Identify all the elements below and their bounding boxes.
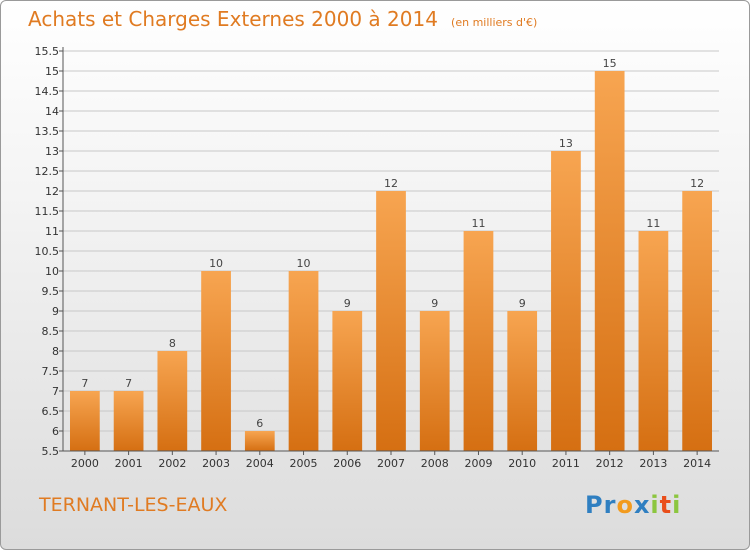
logo-letter: i <box>650 491 660 519</box>
axes <box>59 47 719 455</box>
y-tick-label: 9.5 <box>42 285 60 298</box>
bar-2006 <box>332 311 363 451</box>
logo-letter: i <box>672 491 682 519</box>
chart-title: Achats et Charges Externes 2000 à 2014 (… <box>28 7 537 31</box>
x-tick-label: 2008 <box>421 457 449 470</box>
y-tick-label: 6.5 <box>42 405 60 418</box>
data-label: 12 <box>384 177 398 190</box>
x-tick-label: 2003 <box>202 457 230 470</box>
bar-2003 <box>201 271 231 451</box>
logo-letter: r <box>603 491 617 519</box>
data-label: 10 <box>297 257 311 270</box>
y-tick-label: 14 <box>45 105 59 118</box>
y-tick-label: 15 <box>45 65 59 78</box>
y-tick-label: 7.5 <box>42 365 60 378</box>
bar-2012 <box>594 71 625 451</box>
data-label: 7 <box>125 377 132 390</box>
x-tick-label: 2007 <box>377 457 405 470</box>
x-tick-label: 2002 <box>158 457 186 470</box>
location-name: TERNANT-LES-EAUX <box>39 494 228 516</box>
bar-2010 <box>507 311 538 451</box>
y-tick-label: 6 <box>52 425 59 438</box>
bar-2004 <box>244 431 275 451</box>
y-tick-label: 8.5 <box>42 325 60 338</box>
bar-2013 <box>638 231 669 451</box>
bar-2005 <box>288 271 319 451</box>
x-tick-label: 2009 <box>464 457 492 470</box>
y-tick-label: 8 <box>52 345 59 358</box>
bars <box>69 71 713 451</box>
data-label: 12 <box>690 177 704 190</box>
bar-2011 <box>551 151 581 451</box>
bar-2008 <box>419 311 450 451</box>
x-tick-label: 2004 <box>246 457 274 470</box>
data-label: 13 <box>559 137 573 150</box>
x-tick-label: 2000 <box>71 457 99 470</box>
x-tick-label: 2013 <box>639 457 667 470</box>
bar-2009 <box>463 231 494 451</box>
logo-letter: P <box>585 491 604 519</box>
y-tick-label: 13 <box>45 145 59 158</box>
logo-letter: o <box>616 491 634 519</box>
y-tick-label: 10.5 <box>35 245 60 258</box>
data-label: 9 <box>519 297 526 310</box>
chart-title-unit: (en milliers d'€) <box>451 16 538 29</box>
data-label: 9 <box>431 297 438 310</box>
y-tick-label: 15.5 <box>35 45 60 58</box>
proxiti-logo: Proxiti <box>585 491 681 519</box>
y-tick-label: 9 <box>52 305 59 318</box>
y-tick-label: 14.5 <box>35 85 60 98</box>
y-tick-label: 10 <box>45 265 59 278</box>
data-label: 6 <box>256 417 263 430</box>
logo-letter: t <box>659 491 673 519</box>
y-tick-label: 11 <box>45 225 59 238</box>
x-tick-label: 2014 <box>683 457 711 470</box>
y-tick-label: 11.5 <box>35 205 60 218</box>
bar-2001 <box>113 391 144 451</box>
data-label: 11 <box>471 217 485 230</box>
y-tick-label: 5.5 <box>42 445 60 458</box>
data-label: 15 <box>603 57 617 70</box>
y-tick-label: 7 <box>52 385 59 398</box>
y-tick-label: 12.5 <box>35 165 60 178</box>
bar-2014 <box>682 191 713 451</box>
data-label: 10 <box>209 257 223 270</box>
bar-2000 <box>69 391 100 451</box>
data-label: 9 <box>344 297 351 310</box>
bar-2002 <box>157 351 188 451</box>
x-tick-label: 2011 <box>552 457 580 470</box>
labels: 5.5 6 6.5 7 7.5 8 8.5 9 9.5 10 10.5 11 11.5 12 12.5 13 1… <box>35 45 712 470</box>
y-tick-label: 13.5 <box>35 125 60 138</box>
data-label: 7 <box>81 377 88 390</box>
x-tick-label: 2005 <box>290 457 318 470</box>
x-tick-label: 2006 <box>333 457 361 470</box>
x-tick-label: 2010 <box>508 457 536 470</box>
data-label: 8 <box>169 337 176 350</box>
data-label: 11 <box>646 217 660 230</box>
x-tick-label: 2012 <box>596 457 624 470</box>
y-tick-label: 12 <box>45 185 59 198</box>
chart-title-main: Achats et Charges Externes 2000 à 2014 <box>28 7 438 31</box>
x-tick-label: 2001 <box>115 457 143 470</box>
logo-letter: x <box>633 491 651 519</box>
bar-2007 <box>376 191 406 451</box>
